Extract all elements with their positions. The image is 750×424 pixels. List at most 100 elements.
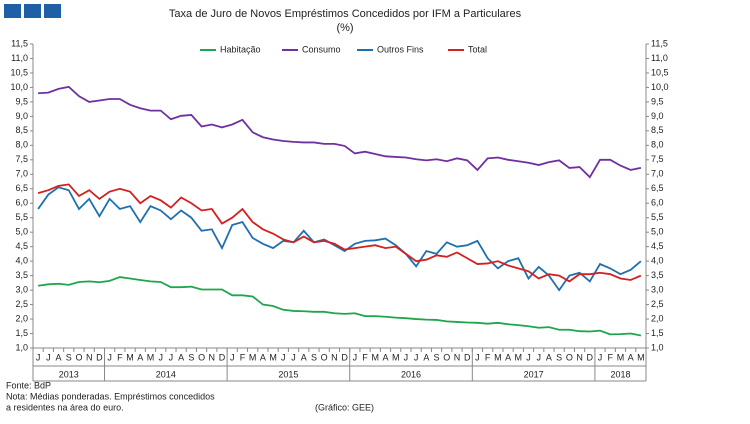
x-tick-label: J [536,352,541,362]
y-tick-label: 2,0 [15,313,28,323]
y-tick-label: 4,0 [15,256,28,266]
x-tick-label: A [56,352,62,362]
x-tick-label: F [117,352,123,362]
y2-tick-label: 8,0 [651,140,664,150]
x-tick-label: F [607,352,613,362]
year-label: 2018 [610,369,630,379]
legend-label: Habitação [220,44,261,54]
x-tick-label: M [515,352,523,362]
y-tick-label: 10,5 [10,67,28,77]
x-tick-label: J [475,352,480,362]
x-tick-label: J [36,352,41,362]
y2-tick-label: 5,5 [651,212,664,222]
x-tick-label: S [188,352,194,362]
x-tick-label: F [362,352,368,362]
y-tick-label: 8,5 [15,125,28,135]
year-label: 2016 [401,369,421,379]
y2-tick-label: 8,5 [651,125,664,135]
x-tick-label: A [301,352,307,362]
x-tick-label: M [494,352,502,362]
x-tick-label: A [628,352,634,362]
y2-tick-label: 9,5 [651,96,664,106]
x-tick-label: J [107,352,112,362]
legend-label: Consumo [302,44,341,54]
x-tick-label: J [230,352,235,362]
x-tick-label: N [331,352,338,362]
x-tick-label: A [423,352,429,362]
legend-label: Total [468,44,487,54]
x-tick-label: J [291,352,296,362]
y2-tick-label: 3,0 [651,284,664,294]
y2-tick-label: 7,0 [651,169,664,179]
x-tick-label: O [443,352,450,362]
x-tick-label: A [546,352,552,362]
x-tick-label: O [75,352,82,362]
y2-tick-label: 1,5 [651,328,664,338]
y2-tick-label: 6,5 [651,183,664,193]
y-tick-label: 3,0 [15,284,28,294]
y-tick-label: 5,0 [15,227,28,237]
x-tick-label: M [372,352,380,362]
y2-tick-label: 2,5 [651,299,664,309]
year-label: 2017 [524,369,544,379]
x-tick-label: N [576,352,583,362]
y-tick-label: 7,0 [15,169,28,179]
source-note: Fonte: BdP [6,380,51,390]
x-tick-label: M [126,352,134,362]
x-tick-label: M [392,352,400,362]
note: a residentes na área do euro. [6,402,124,412]
y2-tick-label: 10,5 [651,67,669,77]
series-line [37,183,642,283]
x-tick-label: A [260,352,266,362]
x-tick-label: O [566,352,573,362]
x-tick-label: A [178,352,184,362]
x-tick-label: F [240,352,246,362]
x-tick-label: M [269,352,277,362]
y-tick-label: 1,5 [15,328,28,338]
y2-tick-label: 1,0 [651,342,664,352]
chart-title: Taxa de Juro de Novos Empréstimos Conced… [169,8,522,20]
y-tick-label: 10,0 [10,82,28,92]
x-tick-label: J [158,352,163,362]
x-tick-label: O [198,352,205,362]
x-tick-label: D [341,352,348,362]
x-tick-label: J [526,352,531,362]
y-tick-label: 7,5 [15,154,28,164]
x-tick-label: M [617,352,625,362]
series-line [38,85,642,179]
x-tick-label: A [137,352,143,362]
x-tick-label: D [219,352,226,362]
y-tick-label: 1,0 [15,342,28,352]
x-tick-label: O [321,352,328,362]
y2-tick-label: 11,5 [651,38,668,48]
y2-tick-label: 2,0 [651,313,664,323]
y-tick-label: 6,0 [15,198,28,208]
y2-tick-label: 4,5 [651,241,664,251]
logo-block [24,4,41,18]
y-tick-label: 4,5 [15,241,28,251]
x-tick-label: D [587,352,594,362]
y2-tick-label: 3,5 [651,270,664,280]
year-label: 2015 [278,369,298,379]
x-tick-label: S [311,352,317,362]
y2-tick-label: 5,0 [651,227,664,237]
logo-block [44,4,61,18]
year-label: 2014 [156,369,176,379]
x-tick-label: A [382,352,388,362]
x-tick-label: J [169,352,174,362]
x-tick-label: J [353,352,358,362]
x-tick-label: J [46,352,51,362]
x-tick-label: J [404,352,409,362]
x-tick-label: D [464,352,471,362]
x-tick-label: M [249,352,257,362]
year-label: 2013 [59,369,79,379]
y-tick-label: 5,5 [15,212,28,222]
x-tick-label: F [485,352,491,362]
logo-block [4,4,21,18]
y2-tick-label: 7,5 [651,154,664,164]
y-tick-label: 11,0 [11,53,28,63]
series-line [37,186,642,292]
x-tick-label: A [505,352,511,362]
y-tick-label: 9,5 [15,96,28,106]
x-tick-label: N [86,352,93,362]
